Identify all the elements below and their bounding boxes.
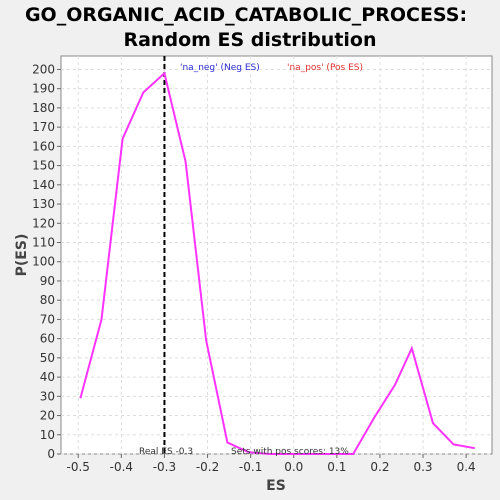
x-tick-label: 0.3 xyxy=(413,460,432,474)
y-tick-label: 40 xyxy=(40,370,55,384)
x-tick-label: 0.0 xyxy=(284,460,303,474)
y-tick-label: 170 xyxy=(32,120,55,134)
y-tick-label: 130 xyxy=(32,197,55,211)
y-axis-title: P(ES) xyxy=(14,234,30,277)
y-tick-label: 10 xyxy=(40,428,55,442)
x-tick-label: -0.4 xyxy=(110,460,133,474)
x-axis-title: ES xyxy=(266,478,286,494)
x-tick-label: -0.1 xyxy=(239,460,262,474)
y-tick-label: 30 xyxy=(40,389,55,403)
y-tick-label: 60 xyxy=(40,332,55,346)
plot-area xyxy=(60,55,493,455)
y-tick-label: 0 xyxy=(47,447,55,461)
y-tick-label: 70 xyxy=(40,312,55,326)
y-tick-label: 20 xyxy=(40,409,55,423)
y-tick-label: 120 xyxy=(32,216,55,230)
legend-neg-es: 'na_neg' (Neg ES) xyxy=(180,63,260,73)
x-tick-label: -0.5 xyxy=(67,460,90,474)
y-tick-label: 50 xyxy=(40,351,55,365)
x-tick-label: -0.2 xyxy=(196,460,219,474)
real-es-annotation: Real ES -0.3 xyxy=(139,447,193,457)
y-tick-label: 190 xyxy=(32,82,55,96)
x-tick-label: -0.3 xyxy=(153,460,176,474)
y-tick-label: 180 xyxy=(32,101,55,115)
y-tick-label: 80 xyxy=(40,293,55,307)
y-tick-label: 140 xyxy=(32,178,55,192)
chart-title-line1: GO_ORGANIC_ACID_CATABOLIC_PROCESS: xyxy=(25,4,467,26)
y-tick-label: 90 xyxy=(40,274,55,288)
y-tick-label: 150 xyxy=(32,159,55,173)
x-tick-label: 0.1 xyxy=(327,460,346,474)
y-tick-label: 100 xyxy=(32,255,55,269)
legend-pos-es: 'na_pos' (Pos ES) xyxy=(287,63,363,73)
x-axis-ticks: -0.5 -0.4 -0.3 -0.2 -0.1 0.0 0.1 0.2 0.3 0.4 xyxy=(67,454,476,474)
chart-title-line2: Random ES distribution xyxy=(123,29,376,51)
x-tick-label: 0.4 xyxy=(457,460,476,474)
y-tick-label: 110 xyxy=(32,236,55,250)
distribution-line xyxy=(79,71,475,455)
y-axis-ticks: 0 10 20 30 40 50 60 70 80 90 100 110 120 130 140 150 160… xyxy=(32,62,61,461)
pos-scores-annotation: Sets with pos scores: 13% xyxy=(231,447,349,457)
y-tick-label: 200 xyxy=(32,62,55,76)
x-tick-label: 0.2 xyxy=(370,460,389,474)
y-tick-label: 160 xyxy=(32,139,55,153)
